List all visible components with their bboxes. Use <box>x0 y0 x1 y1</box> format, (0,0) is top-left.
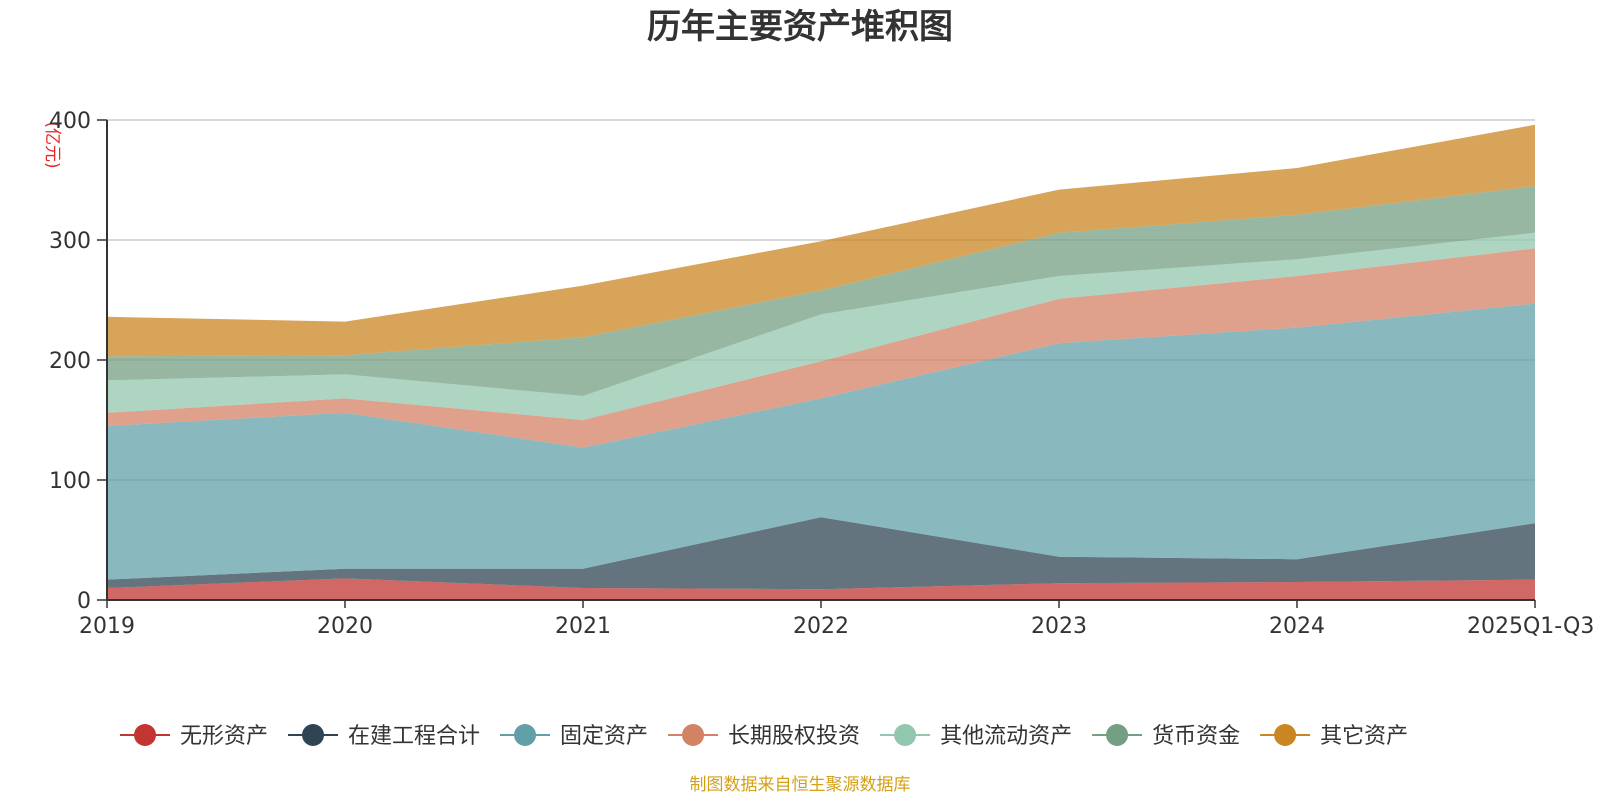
legend-marker <box>894 724 917 746</box>
y-tick-label: 0 <box>77 589 91 614</box>
y-tick-label: 100 <box>49 469 91 494</box>
legend-item[interactable]: 其他流动资产 <box>880 724 1072 749</box>
legend-label: 固定资产 <box>560 724 648 749</box>
legend-item[interactable]: 货币资金 <box>1092 724 1240 749</box>
legend-label: 其它资产 <box>1320 724 1408 749</box>
y-tick-label: 300 <box>49 229 91 254</box>
legend: 无形资产 在建工程合计 固定资产 长期股权投资 其他流动资产 货币资金 其它资产 <box>120 724 1408 749</box>
x-tick-label: 2022 <box>793 614 849 639</box>
x-tick-label: 2024 <box>1269 614 1325 639</box>
legend-marker <box>134 724 156 746</box>
legend-item[interactable]: 在建工程合计 <box>288 724 480 749</box>
legend-item[interactable]: 无形资产 <box>120 724 268 749</box>
legend-marker <box>682 724 705 746</box>
legend-item[interactable]: 其它资产 <box>1260 724 1408 749</box>
x-tick-label: 2021 <box>555 614 611 639</box>
source-note: 制图数据来自恒生聚源数据库 <box>690 775 911 795</box>
legend-label: 无形资产 <box>180 724 268 749</box>
area-货币资金 <box>107 186 1535 396</box>
legend-label: 在建工程合计 <box>348 724 480 749</box>
legend-label: 长期股权投资 <box>728 724 860 749</box>
x-tick-label: 2019 <box>79 614 135 639</box>
area-固定资产 <box>107 303 1535 580</box>
y-axis-unit-label: (亿元) <box>42 121 62 168</box>
area-长期股权投资 <box>107 248 1535 448</box>
x-tick-label: 2020 <box>317 614 373 639</box>
legend-label: 货币资金 <box>1152 724 1240 749</box>
area-在建工程合计 <box>107 517 1535 590</box>
legend-marker <box>302 724 325 746</box>
x-axis-ticks: 2019 2020 2021 2022 2023 2024 2025Q1-Q3 <box>79 600 1594 639</box>
legend-marker <box>1274 724 1297 746</box>
legend-item[interactable]: 固定资产 <box>500 724 648 749</box>
area-series <box>107 124 1535 600</box>
legend-marker <box>514 724 537 746</box>
x-tick-label: 2023 <box>1031 614 1087 639</box>
area-其他流动资产 <box>107 232 1535 420</box>
y-tick-label: 400 <box>49 109 91 134</box>
y-axis-ticks: 0 100 200 300 400 <box>49 109 107 614</box>
legend-marker <box>1106 724 1129 746</box>
legend-item[interactable]: 长期股权投资 <box>668 724 860 749</box>
y-tick-label: 200 <box>49 349 91 374</box>
x-tick-label: 2025Q1-Q3 <box>1467 614 1594 639</box>
chart-title: 历年主要资产堆积图 <box>647 7 953 47</box>
area-其它资产 <box>107 124 1535 357</box>
legend-label: 其他流动资产 <box>940 724 1072 749</box>
